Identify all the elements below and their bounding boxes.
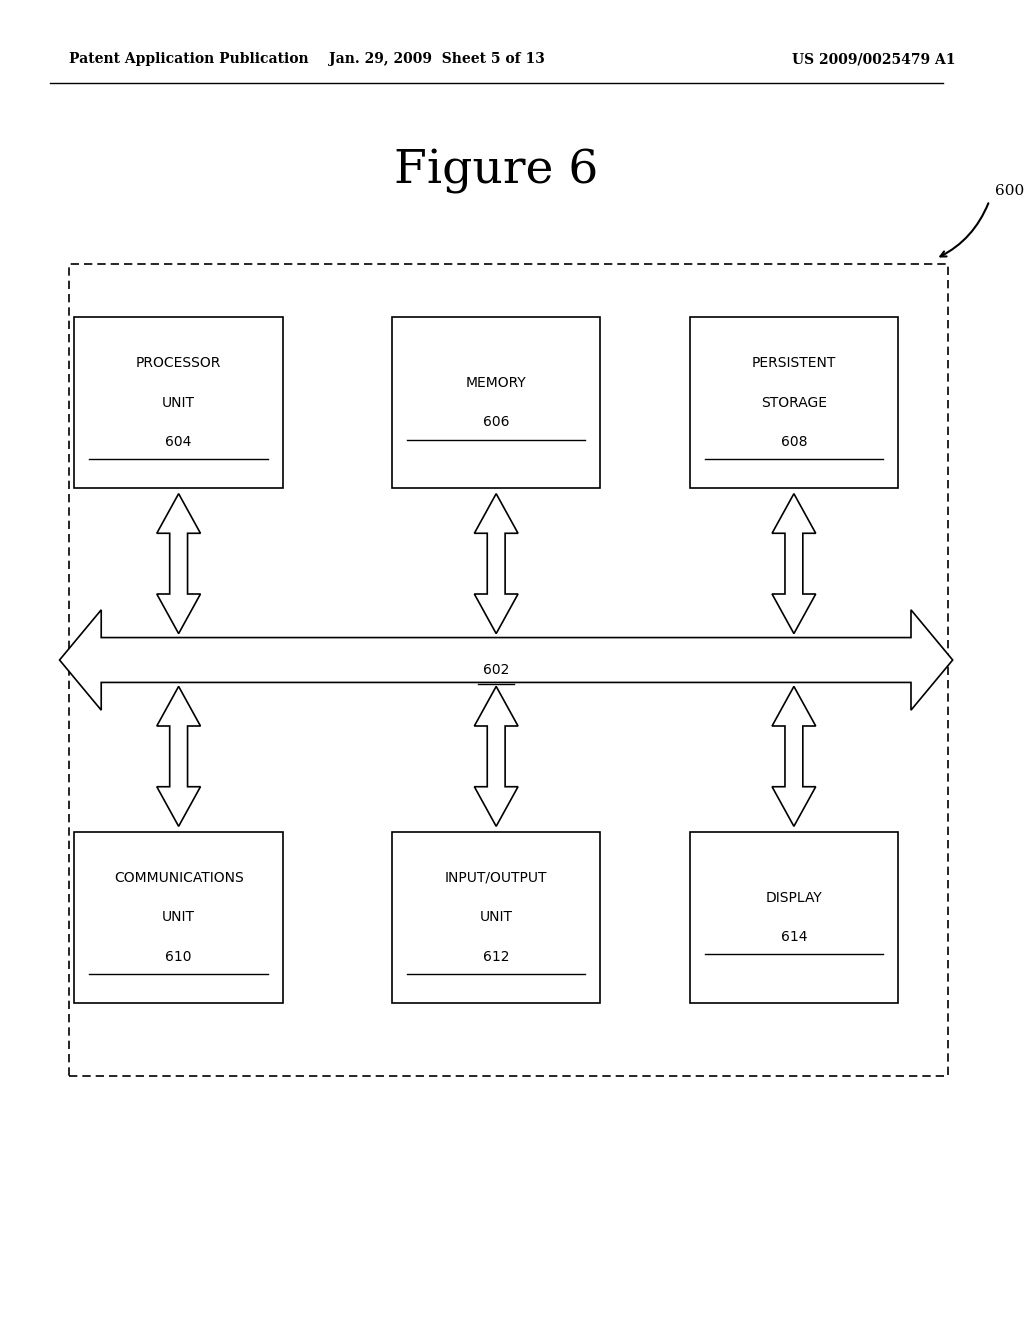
Bar: [690, 317, 898, 488]
Text: UNIT: UNIT: [162, 911, 196, 924]
Text: 600: 600: [995, 183, 1024, 198]
Text: INPUT/OUTPUT: INPUT/OUTPUT: [445, 871, 548, 884]
Polygon shape: [157, 686, 201, 826]
Text: 602: 602: [483, 663, 509, 677]
Text: PERSISTENT: PERSISTENT: [752, 356, 836, 370]
Polygon shape: [474, 686, 518, 826]
Text: MEMORY: MEMORY: [466, 376, 526, 389]
Text: 610: 610: [166, 950, 191, 964]
Polygon shape: [474, 494, 518, 634]
Polygon shape: [157, 494, 201, 634]
Polygon shape: [772, 686, 816, 826]
Bar: [70, 264, 948, 1076]
Text: COMMUNICATIONS: COMMUNICATIONS: [114, 871, 244, 884]
Polygon shape: [59, 610, 952, 710]
Text: Jan. 29, 2009  Sheet 5 of 13: Jan. 29, 2009 Sheet 5 of 13: [329, 53, 545, 66]
Text: 604: 604: [166, 436, 191, 449]
Text: 614: 614: [780, 931, 807, 944]
Bar: [75, 317, 283, 488]
Polygon shape: [772, 494, 816, 634]
Text: 612: 612: [483, 950, 509, 964]
Text: PROCESSOR: PROCESSOR: [136, 356, 221, 370]
Text: UNIT: UNIT: [479, 911, 513, 924]
Text: UNIT: UNIT: [162, 396, 196, 409]
Bar: [75, 832, 283, 1003]
Text: DISPLAY: DISPLAY: [766, 891, 822, 904]
Bar: [392, 317, 600, 488]
Text: 608: 608: [780, 436, 807, 449]
Text: US 2009/0025479 A1: US 2009/0025479 A1: [792, 53, 955, 66]
Text: Figure 6: Figure 6: [394, 149, 598, 194]
Text: STORAGE: STORAGE: [761, 396, 827, 409]
Bar: [392, 832, 600, 1003]
Text: Patent Application Publication: Patent Application Publication: [70, 53, 309, 66]
Text: 606: 606: [483, 416, 509, 429]
Bar: [690, 832, 898, 1003]
